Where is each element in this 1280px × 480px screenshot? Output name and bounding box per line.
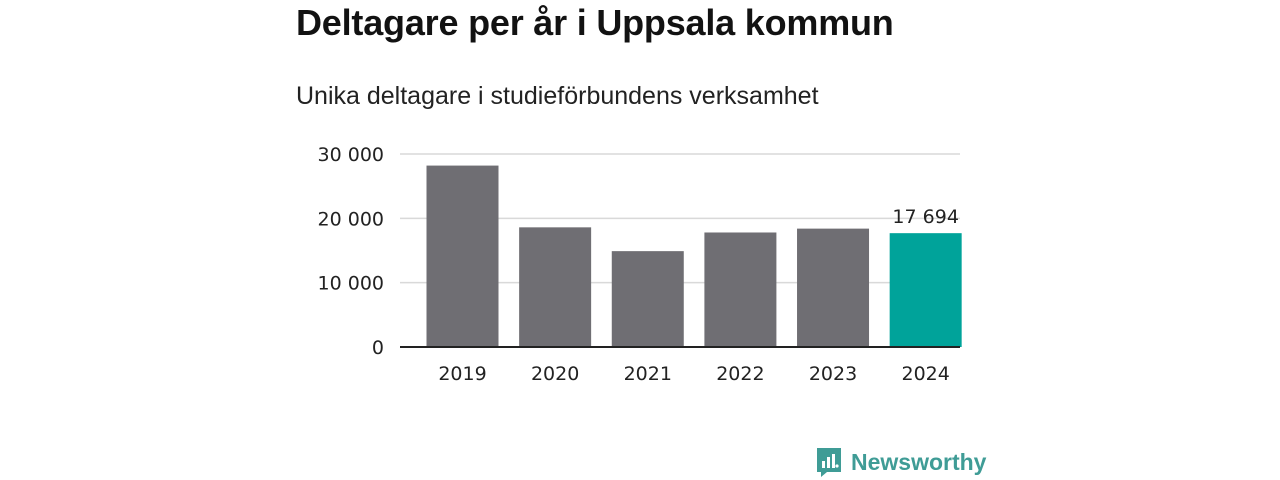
bar [889, 233, 962, 347]
x-tick-label: 2020 [531, 363, 579, 385]
x-tick-label: 2019 [438, 363, 486, 385]
bar [611, 251, 684, 347]
y-tick-label: 20 000 [318, 208, 384, 230]
x-tick-label: 2022 [716, 363, 764, 385]
y-tick-label: 0 [372, 337, 384, 359]
y-tick-label: 10 000 [318, 273, 384, 295]
y-tick-label: 30 000 [318, 144, 384, 166]
chart-subtitle: Unika deltagare i studieförbundens verks… [296, 82, 819, 110]
x-tick-label: 2023 [809, 363, 857, 385]
bar [797, 228, 870, 347]
bar [426, 165, 499, 347]
x-tick-label: 2024 [901, 363, 949, 385]
x-tick-label: 2021 [624, 363, 672, 385]
data-label: 17 694 [892, 206, 958, 228]
bar-chart: 0 10 000 20 000 30 000 2019 2020 2021 2022 2023 2… [318, 144, 962, 385]
chart-title: Deltagare per år i Uppsala kommun [296, 2, 894, 43]
brand-name: Newsworthy [851, 448, 987, 475]
brand: Newsworthy [815, 446, 986, 478]
bar [704, 232, 777, 347]
newsworthy-logo-icon [817, 448, 841, 477]
bar [519, 227, 592, 347]
